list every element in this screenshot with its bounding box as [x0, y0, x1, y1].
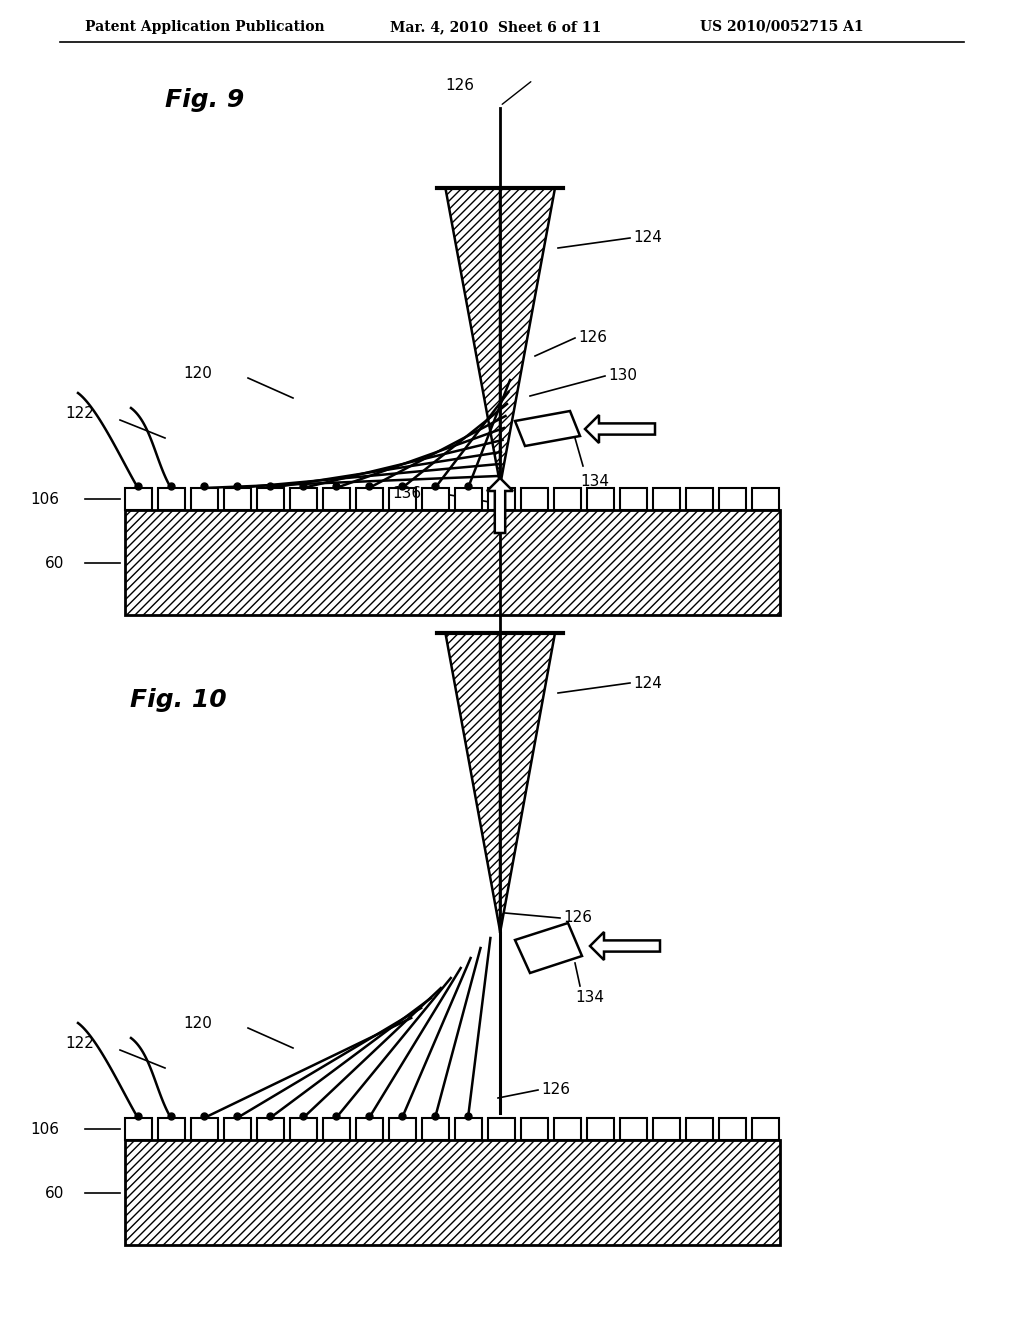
Polygon shape — [719, 488, 746, 510]
Polygon shape — [587, 488, 614, 510]
Text: 134: 134 — [575, 990, 604, 1006]
Text: Patent Application Publication: Patent Application Publication — [85, 20, 325, 34]
Text: 122: 122 — [65, 405, 94, 421]
Polygon shape — [515, 923, 582, 973]
Text: 60: 60 — [45, 1185, 65, 1200]
Polygon shape — [290, 1118, 317, 1140]
Text: 106: 106 — [30, 491, 59, 507]
Text: 126: 126 — [578, 330, 607, 346]
Polygon shape — [191, 1118, 218, 1140]
Polygon shape — [521, 1118, 548, 1140]
Text: 134: 134 — [580, 474, 609, 488]
Text: 136: 136 — [392, 486, 421, 500]
Polygon shape — [500, 634, 555, 933]
Polygon shape — [191, 488, 218, 510]
Polygon shape — [257, 488, 284, 510]
Polygon shape — [515, 411, 580, 446]
Polygon shape — [158, 488, 185, 510]
Polygon shape — [389, 488, 416, 510]
Polygon shape — [323, 1118, 350, 1140]
Polygon shape — [422, 488, 449, 510]
Text: US 2010/0052715 A1: US 2010/0052715 A1 — [700, 20, 863, 34]
Polygon shape — [752, 1118, 779, 1140]
Text: 124: 124 — [633, 676, 662, 690]
Text: 60: 60 — [45, 556, 65, 570]
Polygon shape — [455, 488, 482, 510]
Polygon shape — [356, 488, 383, 510]
Polygon shape — [686, 488, 713, 510]
Text: 126: 126 — [563, 911, 592, 925]
Polygon shape — [445, 634, 500, 933]
Polygon shape — [554, 1118, 581, 1140]
Polygon shape — [158, 1118, 185, 1140]
Polygon shape — [389, 1118, 416, 1140]
Polygon shape — [752, 488, 779, 510]
Polygon shape — [554, 488, 581, 510]
Polygon shape — [455, 1118, 482, 1140]
Polygon shape — [445, 187, 500, 486]
Text: 122: 122 — [65, 1035, 94, 1051]
Polygon shape — [290, 488, 317, 510]
Polygon shape — [224, 488, 251, 510]
Polygon shape — [488, 488, 515, 510]
Text: Fig. 9: Fig. 9 — [165, 88, 245, 112]
Polygon shape — [719, 1118, 746, 1140]
Polygon shape — [686, 1118, 713, 1140]
Polygon shape — [125, 488, 152, 510]
Polygon shape — [587, 1118, 614, 1140]
Text: Mar. 4, 2010  Sheet 6 of 11: Mar. 4, 2010 Sheet 6 of 11 — [390, 20, 601, 34]
Text: 130: 130 — [608, 368, 637, 384]
Polygon shape — [224, 1118, 251, 1140]
Polygon shape — [125, 510, 780, 615]
Polygon shape — [500, 187, 555, 486]
Polygon shape — [125, 1140, 780, 1245]
Polygon shape — [356, 1118, 383, 1140]
Polygon shape — [653, 488, 680, 510]
Polygon shape — [422, 1118, 449, 1140]
Text: 126: 126 — [541, 1082, 570, 1097]
Polygon shape — [323, 488, 350, 510]
Polygon shape — [653, 1118, 680, 1140]
Text: 120: 120 — [183, 366, 212, 380]
Text: 124: 124 — [633, 231, 662, 246]
Polygon shape — [488, 1118, 515, 1140]
Polygon shape — [487, 478, 513, 533]
Polygon shape — [125, 1118, 152, 1140]
Polygon shape — [620, 488, 647, 510]
Polygon shape — [590, 932, 660, 960]
Text: Fig. 10: Fig. 10 — [130, 688, 226, 711]
Polygon shape — [521, 488, 548, 510]
Polygon shape — [257, 1118, 284, 1140]
Polygon shape — [620, 1118, 647, 1140]
Text: 126: 126 — [445, 78, 474, 94]
Text: 120: 120 — [183, 1015, 212, 1031]
Polygon shape — [585, 414, 655, 444]
Text: 106: 106 — [30, 1122, 59, 1137]
